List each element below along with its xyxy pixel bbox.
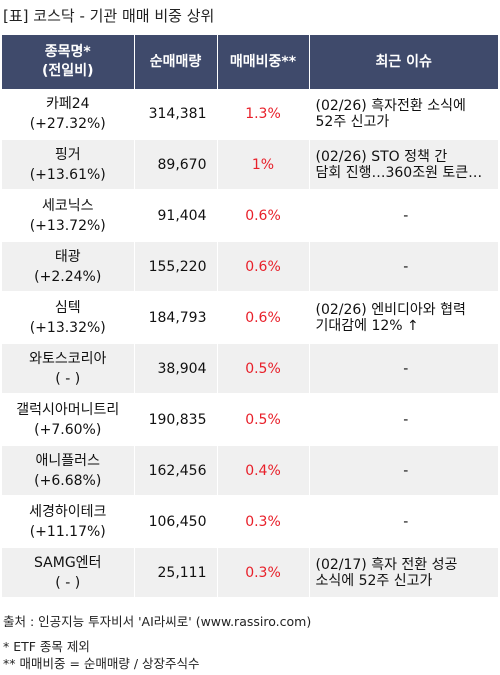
- net-volume: 190,835: [134, 394, 218, 445]
- stock-change: (+7.60%): [34, 421, 102, 438]
- recent-issue-cell: -: [309, 343, 498, 394]
- issue-line1: -: [403, 513, 409, 530]
- stock-name-cell: 와토스코리아 ( - ): [2, 343, 135, 394]
- trade-ratio: 0.4%: [217, 445, 310, 496]
- net-volume: 162,456: [134, 445, 218, 496]
- footnote-ratio: ** 매매비중 = 순매매량 / 상장주식수: [3, 656, 200, 671]
- header-issue: 최근 이슈: [309, 35, 498, 89]
- header-volume: 순매매량: [134, 35, 218, 89]
- trade-ratio: 0.5%: [217, 343, 310, 394]
- ranking-table: 종목명* (전일비) 순매매량 매매비중** 최근 이슈 카페24 (+27.32…: [2, 35, 498, 599]
- issue-line1: -: [403, 462, 409, 479]
- issue-line1: -: [403, 360, 409, 377]
- stock-name: 애니플러스: [35, 452, 100, 469]
- table-row: 와토스코리아 ( - ) 38,904 0.5% -: [2, 343, 498, 394]
- page-title: [표] 코스닥 - 기관 매매 비중 상위: [3, 7, 215, 25]
- stock-name: 핑거: [54, 146, 81, 163]
- stock-name: 심텍: [54, 299, 81, 316]
- net-volume: 155,220: [134, 241, 218, 292]
- net-volume: 89,670: [134, 139, 218, 190]
- table-row: 갤럭시아머니트리 (+7.60%) 190,835 0.5% -: [2, 394, 498, 445]
- trade-ratio: 0.6%: [217, 292, 310, 343]
- stock-name: 와토스코리아: [29, 350, 107, 367]
- issue-line2: 52주 신고가: [315, 113, 390, 130]
- table-row: 카페24 (+27.32%) 314,381 1.3% (02/26) 흑자전환 소식에…: [2, 89, 498, 139]
- stock-name-cell: 핑거 (+13.61%): [2, 139, 135, 190]
- stock-name-cell: 태광 (+2.24%): [2, 241, 135, 292]
- stock-name: 태광: [54, 248, 81, 265]
- table-row: 태광 (+2.24%) 155,220 0.6% -: [2, 241, 498, 292]
- issue-line1: (02/26) 엔비디아와 협력: [315, 301, 466, 318]
- issue-line1: (02/26) STO 정책 간: [315, 148, 448, 165]
- issue-line1: -: [403, 207, 409, 224]
- net-volume: 25,111: [134, 547, 218, 598]
- header-ratio: 매매비중**: [217, 35, 310, 89]
- stock-change: (+13.32%): [29, 319, 106, 336]
- trade-ratio: 0.3%: [217, 547, 310, 598]
- stock-name: SAMG엔터: [34, 554, 102, 571]
- source-note: 출처 : 인공지능 투자비서 'AI라씨로' (www.rassiro.com): [3, 614, 312, 629]
- stock-name-cell: 갤럭시아머니트리 (+7.60%): [2, 394, 135, 445]
- issue-line1: -: [403, 411, 409, 428]
- stock-name-cell: 세코닉스 (+13.72%): [2, 190, 135, 241]
- trade-ratio: 1%: [217, 139, 310, 190]
- table-row: SAMG엔터( - ) 25,111 0.3% (02/17) 흑자 전환 성공 소식…: [2, 547, 498, 598]
- table-row: 핑거 (+13.61%) 89,670 1% (02/26) STO 정책 간 담회 진행…: [2, 139, 498, 190]
- issue-line1: -: [403, 258, 409, 275]
- issue-line1: (02/17) 흑자 전환 성공: [315, 556, 458, 573]
- net-volume: 184,793: [134, 292, 218, 343]
- table-body: 카페24 (+27.32%) 314,381 1.3% (02/26) 흑자전환 소식에…: [2, 89, 498, 598]
- net-volume: 38,904: [134, 343, 218, 394]
- table-row: 세코닉스 (+13.72%) 91,404 0.6% -: [2, 190, 498, 241]
- recent-issue-cell: -: [309, 394, 498, 445]
- recent-issue-cell: -: [309, 445, 498, 496]
- issue-line1: (02/26) 흑자전환 소식에: [315, 97, 466, 114]
- table-row: 심텍 (+13.32%) 184,793 0.6% (02/26) 엔비디아와 협력 기…: [2, 292, 498, 343]
- trade-ratio: 1.3%: [217, 89, 310, 139]
- footnote-etf: * ETF 종목 제외: [3, 639, 90, 654]
- recent-issue-cell: -: [309, 241, 498, 292]
- net-volume: 314,381: [134, 89, 218, 139]
- stock-change: ( - ): [55, 370, 81, 387]
- stock-name-cell: 애니플러스 (+6.68%): [2, 445, 135, 496]
- header-name-line2: (전일비): [42, 63, 94, 79]
- stock-change: (+13.72%): [29, 217, 106, 234]
- issue-line2: 기대감에 12% ↑: [315, 317, 419, 334]
- stock-change: ( - ): [55, 574, 81, 591]
- stock-name: 세경하이테크: [29, 503, 107, 520]
- stock-change: (+6.68%): [34, 472, 102, 489]
- net-volume: 106,450: [134, 496, 218, 547]
- stock-name-cell: 세경하이테크 (+11.17%): [2, 496, 135, 547]
- net-volume: 91,404: [134, 190, 218, 241]
- table-header-row: 종목명* (전일비) 순매매량 매매비중** 최근 이슈: [2, 35, 498, 89]
- issue-line2: 담회 진행…360조원 토큰…: [315, 164, 483, 181]
- issue-line2: 소식에 52주 신고가: [315, 572, 433, 589]
- stock-change: (+13.61%): [29, 166, 106, 183]
- stock-change: (+2.24%): [34, 268, 102, 285]
- stock-change: (+27.32%): [29, 115, 106, 132]
- stock-name-cell: SAMG엔터 ( - ): [2, 547, 135, 598]
- recent-issue-cell: -: [309, 190, 498, 241]
- table-row: 애니플러스 (+6.68%) 162,456 0.4% -: [2, 445, 498, 496]
- table-row: 세경하이테크 (+11.17%) 106,450 0.3% -: [2, 496, 498, 547]
- recent-issue-cell: (02/26) 흑자전환 소식에 52주 신고가: [309, 89, 498, 139]
- stock-change: (+11.17%): [29, 523, 106, 540]
- trade-ratio: 0.6%: [217, 190, 310, 241]
- stock-name-cell: 심텍 (+13.32%): [2, 292, 135, 343]
- stock-name: 세코닉스: [41, 197, 94, 214]
- recent-issue-cell: (02/17) 흑자 전환 성공 소식에 52주 신고가: [309, 547, 498, 598]
- trade-ratio: 0.3%: [217, 496, 310, 547]
- stock-name: 카페24: [45, 95, 90, 112]
- stock-name-cell: 카페24 (+27.32%): [2, 89, 135, 139]
- trade-ratio: 0.6%: [217, 241, 310, 292]
- header-name-line1: 종목명*: [44, 44, 91, 60]
- recent-issue-cell: (02/26) STO 정책 간 담회 진행…360조원 토큰…: [309, 139, 498, 190]
- recent-issue-cell: (02/26) 엔비디아와 협력 기대감에 12% ↑: [309, 292, 498, 343]
- trade-ratio: 0.5%: [217, 394, 310, 445]
- recent-issue-cell: -: [309, 496, 498, 547]
- stock-name: 갤럭시아머니트리: [16, 401, 120, 418]
- header-name: 종목명* (전일비): [2, 35, 135, 89]
